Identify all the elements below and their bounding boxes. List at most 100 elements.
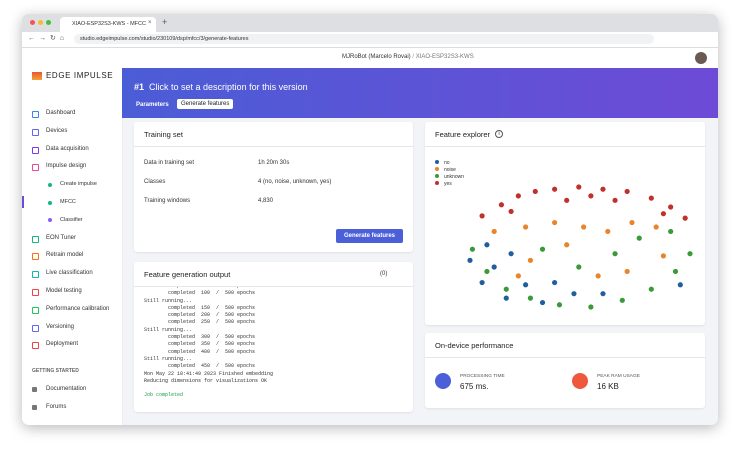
nav-item[interactable]: Forums xyxy=(46,404,67,410)
legend-label[interactable]: unknown xyxy=(444,174,464,180)
nav-item[interactable]: Performance calibration xyxy=(46,305,110,312)
nav-buttons[interactable]: ←→↻⌂ xyxy=(28,35,69,42)
point[interactable] xyxy=(556,302,563,308)
point[interactable] xyxy=(484,242,490,248)
point[interactable] xyxy=(648,286,654,292)
nav-item[interactable]: Documentation xyxy=(46,386,87,393)
point[interactable] xyxy=(552,219,558,226)
point[interactable] xyxy=(660,211,667,217)
point[interactable] xyxy=(552,186,558,192)
point[interactable] xyxy=(576,184,582,190)
point[interactable] xyxy=(503,286,509,292)
point[interactable] xyxy=(539,246,546,252)
breadcrumb: MJRoBot (Marcelo Rovai) / XIAO-ESP32S3-K… xyxy=(342,54,474,60)
point[interactable] xyxy=(515,193,521,199)
info-icon[interactable]: i xyxy=(495,130,503,138)
point[interactable] xyxy=(648,195,654,201)
nav-item[interactable]: Devices xyxy=(46,127,68,134)
point[interactable] xyxy=(624,188,630,195)
point[interactable] xyxy=(677,282,683,288)
nav-item[interactable]: Impulse design xyxy=(46,163,87,170)
logo[interactable]: EDGE IMPULSE xyxy=(46,71,114,80)
point[interactable] xyxy=(498,202,505,208)
point[interactable] xyxy=(523,282,529,288)
nav-item[interactable]: EON Tuner xyxy=(46,234,77,241)
max-dot[interactable] xyxy=(46,20,51,25)
point[interactable] xyxy=(668,228,674,235)
point[interactable] xyxy=(682,215,688,221)
tab-parameters[interactable]: Parameters xyxy=(136,102,169,108)
point[interactable] xyxy=(523,224,529,230)
nav-item[interactable]: Versioning xyxy=(46,323,75,330)
legend-label[interactable]: no xyxy=(444,160,450,166)
version-line[interactable]: #1 Click to set a description for this v… xyxy=(134,82,308,92)
nav-item[interactable]: Model testing xyxy=(46,288,82,294)
nav-dot xyxy=(48,218,52,223)
point[interactable] xyxy=(624,268,630,275)
nav-item[interactable]: Retrain model xyxy=(46,252,84,259)
point[interactable] xyxy=(491,264,497,270)
point[interactable] xyxy=(636,235,642,241)
point[interactable] xyxy=(491,228,497,235)
legend-label[interactable]: noise xyxy=(444,167,456,173)
tab[interactable]: XIAO-ESP32S3-KWS - MFCC × xyxy=(60,17,156,32)
nav-item[interactable]: Dashboard xyxy=(46,110,76,116)
url-field[interactable]: studio.edgeimpulse.com/studio/230109/dsp… xyxy=(74,34,654,44)
generate-button[interactable]: Generate features xyxy=(336,229,404,243)
point[interactable] xyxy=(508,208,514,215)
min-dot[interactable] xyxy=(38,20,43,25)
point[interactable] xyxy=(600,186,606,192)
nav-item[interactable]: Live classification xyxy=(46,270,93,277)
point[interactable] xyxy=(564,197,570,203)
point[interactable] xyxy=(600,291,606,297)
point[interactable] xyxy=(469,246,476,252)
point[interactable] xyxy=(612,197,618,203)
tab-close[interactable]: × xyxy=(148,20,152,26)
point[interactable] xyxy=(503,295,509,301)
point[interactable] xyxy=(508,251,514,257)
nav-subitem[interactable]: Create impulse xyxy=(60,181,97,188)
point[interactable] xyxy=(576,264,582,270)
badge[interactable]: (0) xyxy=(380,271,388,277)
point[interactable] xyxy=(612,251,618,257)
point[interactable] xyxy=(571,291,577,297)
nav-item[interactable]: Deployment xyxy=(46,341,79,348)
user-name[interactable]: MJRoBot (Marcelo Rovai) xyxy=(342,54,411,60)
point[interactable] xyxy=(595,273,601,279)
point[interactable] xyxy=(672,268,679,275)
point[interactable] xyxy=(588,304,594,310)
point[interactable] xyxy=(532,188,538,195)
point[interactable] xyxy=(629,219,635,226)
point[interactable] xyxy=(653,224,659,230)
log-line: Reducing dimensions for visualizations O… xyxy=(144,377,268,384)
close-dot[interactable] xyxy=(30,20,35,25)
point[interactable] xyxy=(564,242,570,248)
point[interactable] xyxy=(479,213,485,219)
point[interactable] xyxy=(668,204,674,210)
log-line xyxy=(144,385,273,392)
point[interactable] xyxy=(515,273,521,279)
new-tab[interactable]: + xyxy=(162,17,168,27)
point[interactable] xyxy=(539,299,546,306)
nav-subitem[interactable]: MFCC xyxy=(60,199,76,205)
point[interactable] xyxy=(687,251,693,257)
avatar[interactable] xyxy=(695,52,707,64)
nav-item[interactable]: Data acquisition xyxy=(46,145,89,152)
legend-label[interactable]: yes xyxy=(444,181,452,187)
point[interactable] xyxy=(467,257,473,263)
point[interactable] xyxy=(484,268,490,275)
point[interactable] xyxy=(588,193,594,199)
project-name[interactable]: XIAO-ESP32S3-KWS xyxy=(415,54,474,60)
point[interactable] xyxy=(552,279,558,286)
point[interactable] xyxy=(527,257,534,263)
point[interactable] xyxy=(581,224,587,230)
point[interactable] xyxy=(605,228,611,235)
point[interactable] xyxy=(619,297,625,303)
point[interactable] xyxy=(527,295,534,301)
point[interactable] xyxy=(479,279,485,286)
point[interactable] xyxy=(660,253,667,259)
tab-generate-features[interactable]: Generate features xyxy=(177,99,234,109)
log-line: completed 200 / 500 epochs xyxy=(144,312,256,319)
nav-subitem[interactable]: Classifier xyxy=(60,216,83,223)
output-card: Feature generation output (0) completed … xyxy=(134,262,413,412)
